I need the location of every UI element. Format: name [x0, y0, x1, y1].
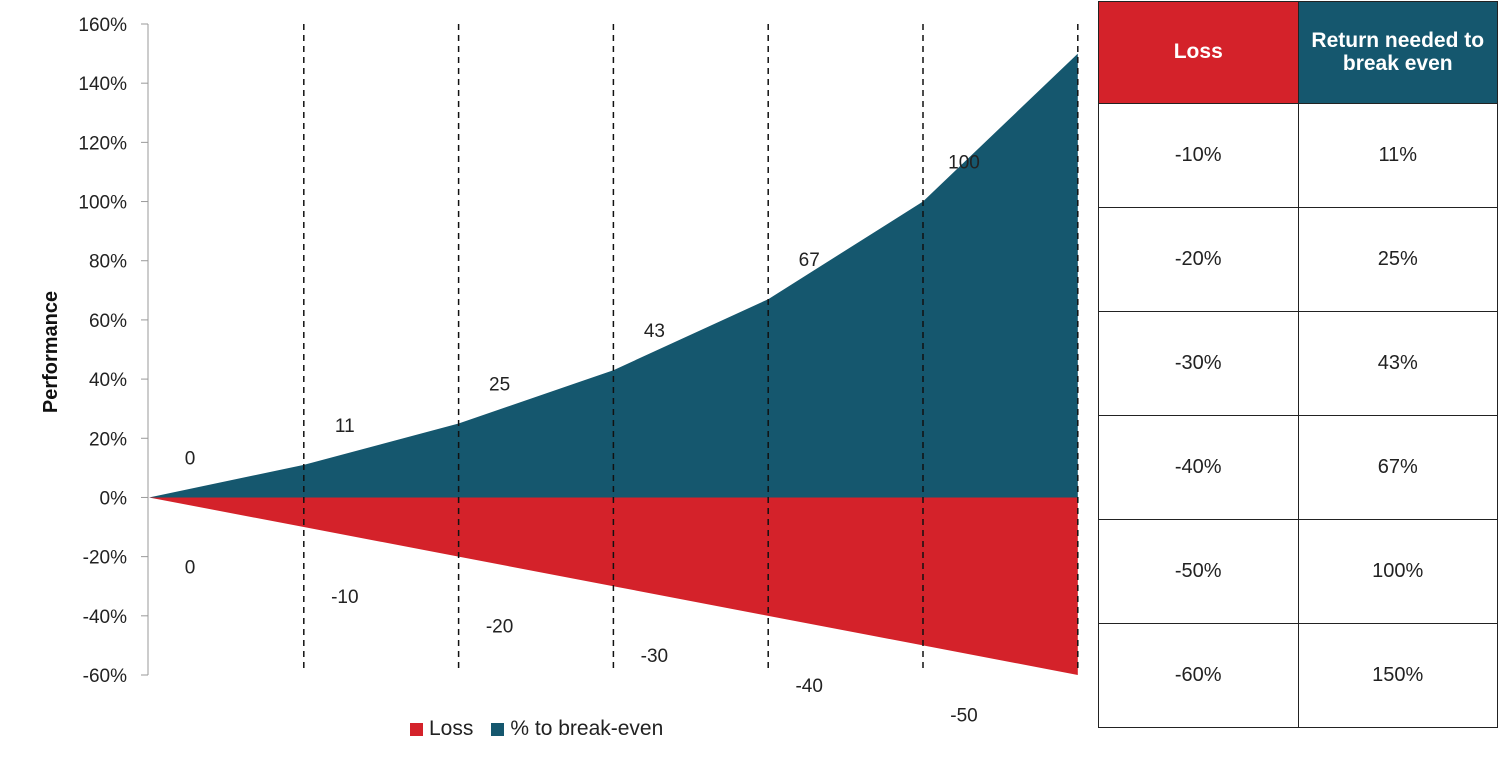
y-tick-label: 80% — [89, 252, 127, 273]
table-cell-return: 25% — [1297, 207, 1498, 312]
break-even-table: Loss Return needed to break even -10% 11… — [1098, 1, 1498, 728]
y-tick-label: -20% — [83, 548, 127, 569]
y-tick-label: 60% — [89, 311, 127, 332]
table-cell-loss: -10% — [1098, 103, 1299, 208]
y-tick-label: -40% — [83, 607, 127, 628]
y-tick-label: 160% — [78, 15, 127, 36]
y-tick-label: 40% — [89, 370, 127, 391]
table-cell-loss: -30% — [1098, 311, 1299, 416]
legend-label-breakeven: % to break-even — [510, 717, 664, 740]
table-cell-return: 150% — [1297, 623, 1498, 728]
table-cell-loss: -50% — [1098, 519, 1299, 624]
table-row: -60% 150% — [1098, 623, 1498, 728]
table-cell-loss: -40% — [1098, 415, 1299, 520]
y-tick-label: -60% — [83, 666, 127, 687]
legend-item-breakeven: % to break-even — [491, 717, 663, 741]
legend-swatch-breakeven — [491, 722, 505, 736]
breakeven-data-label: 11 — [335, 416, 355, 437]
table-row: -30% 43% — [1098, 311, 1498, 416]
y-tick-label: 0% — [100, 488, 128, 509]
table-row: -40% 67% — [1098, 415, 1498, 520]
loss-data-label: -10 — [331, 587, 358, 608]
loss-data-label: -20 — [486, 617, 513, 638]
y-tick-label: 20% — [89, 429, 127, 450]
legend-label-loss: Loss — [429, 717, 474, 740]
table-header-row: Loss Return needed to break even — [1098, 1, 1498, 104]
loss-data-label: -40 — [795, 676, 822, 697]
table-cell-return: 100% — [1297, 519, 1498, 624]
table-cell-loss: -60% — [1098, 623, 1299, 728]
breakeven-data-label: 67 — [799, 250, 820, 271]
breakeven-data-label: 100 — [948, 153, 980, 174]
table-cell-return: 43% — [1297, 311, 1498, 416]
breakeven-data-label: 25 — [489, 374, 510, 395]
loss-data-label: 0 — [185, 557, 196, 578]
table-row: -20% 25% — [1098, 207, 1498, 312]
table-cell-return: 67% — [1297, 415, 1498, 520]
loss-data-label: -30 — [641, 646, 668, 667]
table-cell-loss: -20% — [1098, 207, 1299, 312]
breakeven-data-label: 0 — [185, 448, 196, 469]
breakeven-area — [149, 53, 1078, 498]
legend-item-loss: Loss — [410, 717, 473, 741]
breakeven-data-label: 43 — [644, 321, 665, 342]
table-cell-return: 11% — [1297, 103, 1498, 208]
loss-data-label: -50 — [950, 705, 977, 726]
y-axis-label: Performance — [40, 291, 62, 413]
table-row: -10% 11% — [1098, 103, 1498, 208]
break-even-chart: Performance 160% 140% 120% 100% 80% 60% 40% 20%… — [40, 15, 1079, 726]
y-tick-label: 100% — [78, 193, 127, 214]
legend-swatch-loss — [410, 722, 423, 736]
y-tick-label: 120% — [78, 133, 127, 154]
y-tick-label: 140% — [78, 74, 127, 95]
table-header-return: Return needed to break even — [1297, 1, 1498, 104]
legend: Loss % to break-even — [410, 717, 681, 741]
table-header-loss: Loss — [1098, 1, 1299, 104]
table-row: -50% 100% — [1098, 519, 1498, 624]
